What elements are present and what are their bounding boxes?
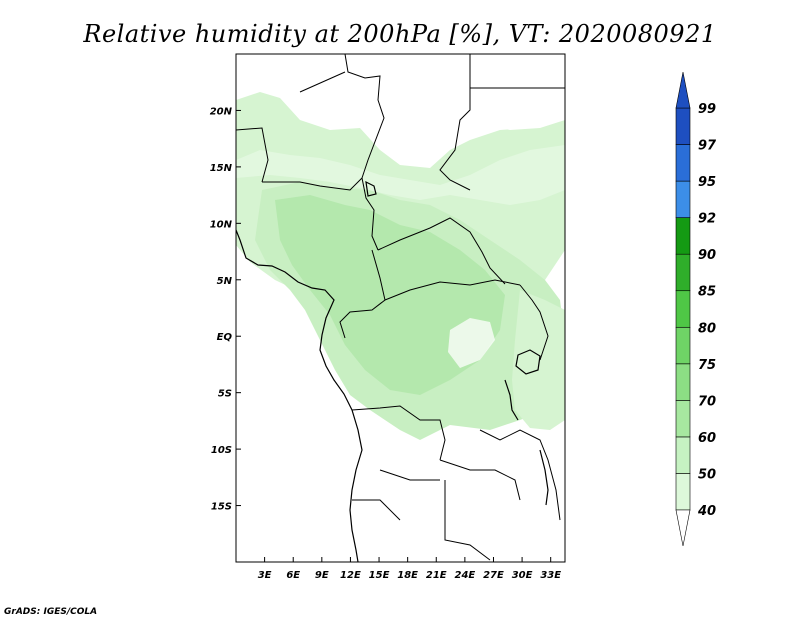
colorbar-segment [675, 144, 691, 182]
colorbar-segment [675, 326, 691, 365]
humidity-region-north [236, 145, 565, 205]
humidity-region-east [512, 290, 565, 430]
colorbar-segment [675, 180, 691, 218]
colorbar-label: 50 [698, 467, 716, 482]
colorbar-segment [675, 400, 691, 438]
colorbar-label: 90 [698, 248, 716, 263]
map-title: Relative humidity at 200hPa [%], VT: 202… [82, 20, 716, 48]
x-tick-label: 15E [369, 570, 390, 581]
colorbar: 40 50 60 70 75 80 85 90 92 95 97 99 [675, 71, 717, 547]
map-outlines [236, 54, 565, 562]
x-tick-label: 24E [454, 570, 475, 581]
colorbar-label: 97 [698, 139, 717, 154]
humidity-region-core [275, 195, 505, 395]
colorbar-segment [675, 217, 691, 255]
x-tick-label: 30E [512, 570, 533, 581]
x-axis-ticks: 3E 6E 9E 12E 15E 18E 21E 24E 27E 30E 33E [258, 557, 561, 581]
country-borders [236, 54, 565, 561]
colorbar-segment [675, 290, 691, 328]
colorbar-label: 40 [697, 504, 716, 519]
colorbar-segment [675, 107, 691, 145]
y-tick-label: 5N [217, 276, 233, 287]
colorbar-segment [675, 436, 691, 474]
colorbar-max-arrow [675, 71, 691, 109]
y-axis-ticks: 20N 15N 10N 5N EQ 5S 10S 15S [210, 106, 241, 513]
map-plot-area: 3E 6E 9E 12E 15E 18E 21E 24E 27E 30E 33E 20N 15N 10N… [210, 53, 566, 581]
x-tick-label: 3E [258, 570, 272, 581]
y-tick-label: 15N [210, 163, 233, 174]
y-tick-label: 5S [218, 389, 232, 400]
x-tick-label: 18E [397, 570, 418, 581]
colorbar-segment [675, 363, 691, 401]
colorbar-label: 70 [698, 394, 716, 409]
humidity-field [236, 70, 565, 440]
colorbar-label: 99 [698, 102, 716, 117]
grads-credit: GrADS: IGES/COLA [4, 607, 97, 617]
x-tick-label: 21E [426, 570, 447, 581]
lake-chad [365, 180, 377, 197]
x-tick-label: 27E [483, 570, 504, 581]
west-africa-coastline [236, 229, 363, 562]
y-tick-label: EQ [217, 332, 233, 343]
colorbar-label: 95 [698, 175, 716, 190]
colorbar-label: 75 [698, 358, 716, 373]
y-tick-label: 20N [210, 106, 233, 117]
lake-victoria [515, 349, 541, 375]
y-tick-label: 10N [210, 219, 233, 230]
x-tick-label: 12E [340, 570, 361, 581]
colorbar-label: 92 [698, 212, 716, 227]
x-tick-label: 9E [315, 570, 329, 581]
colorbar-label: 80 [698, 321, 716, 336]
dry-patch-ne [470, 70, 565, 130]
y-tick-label: 10S [211, 445, 232, 456]
x-tick-label: 6E [286, 570, 300, 581]
lake-malawi [539, 449, 549, 506]
colorbar-label: 60 [698, 431, 716, 446]
y-tick-label: 15S [211, 502, 232, 513]
colorbar-label: 85 [698, 285, 716, 300]
map-frame [235, 53, 566, 563]
colorbar-min-arrow [675, 509, 691, 547]
colorbar-segment [675, 473, 691, 511]
lake-tanganyika [504, 379, 519, 421]
x-tick-label: 33E [540, 570, 561, 581]
dry-patch-uganda [448, 318, 495, 368]
colorbar-segment [675, 253, 691, 292]
